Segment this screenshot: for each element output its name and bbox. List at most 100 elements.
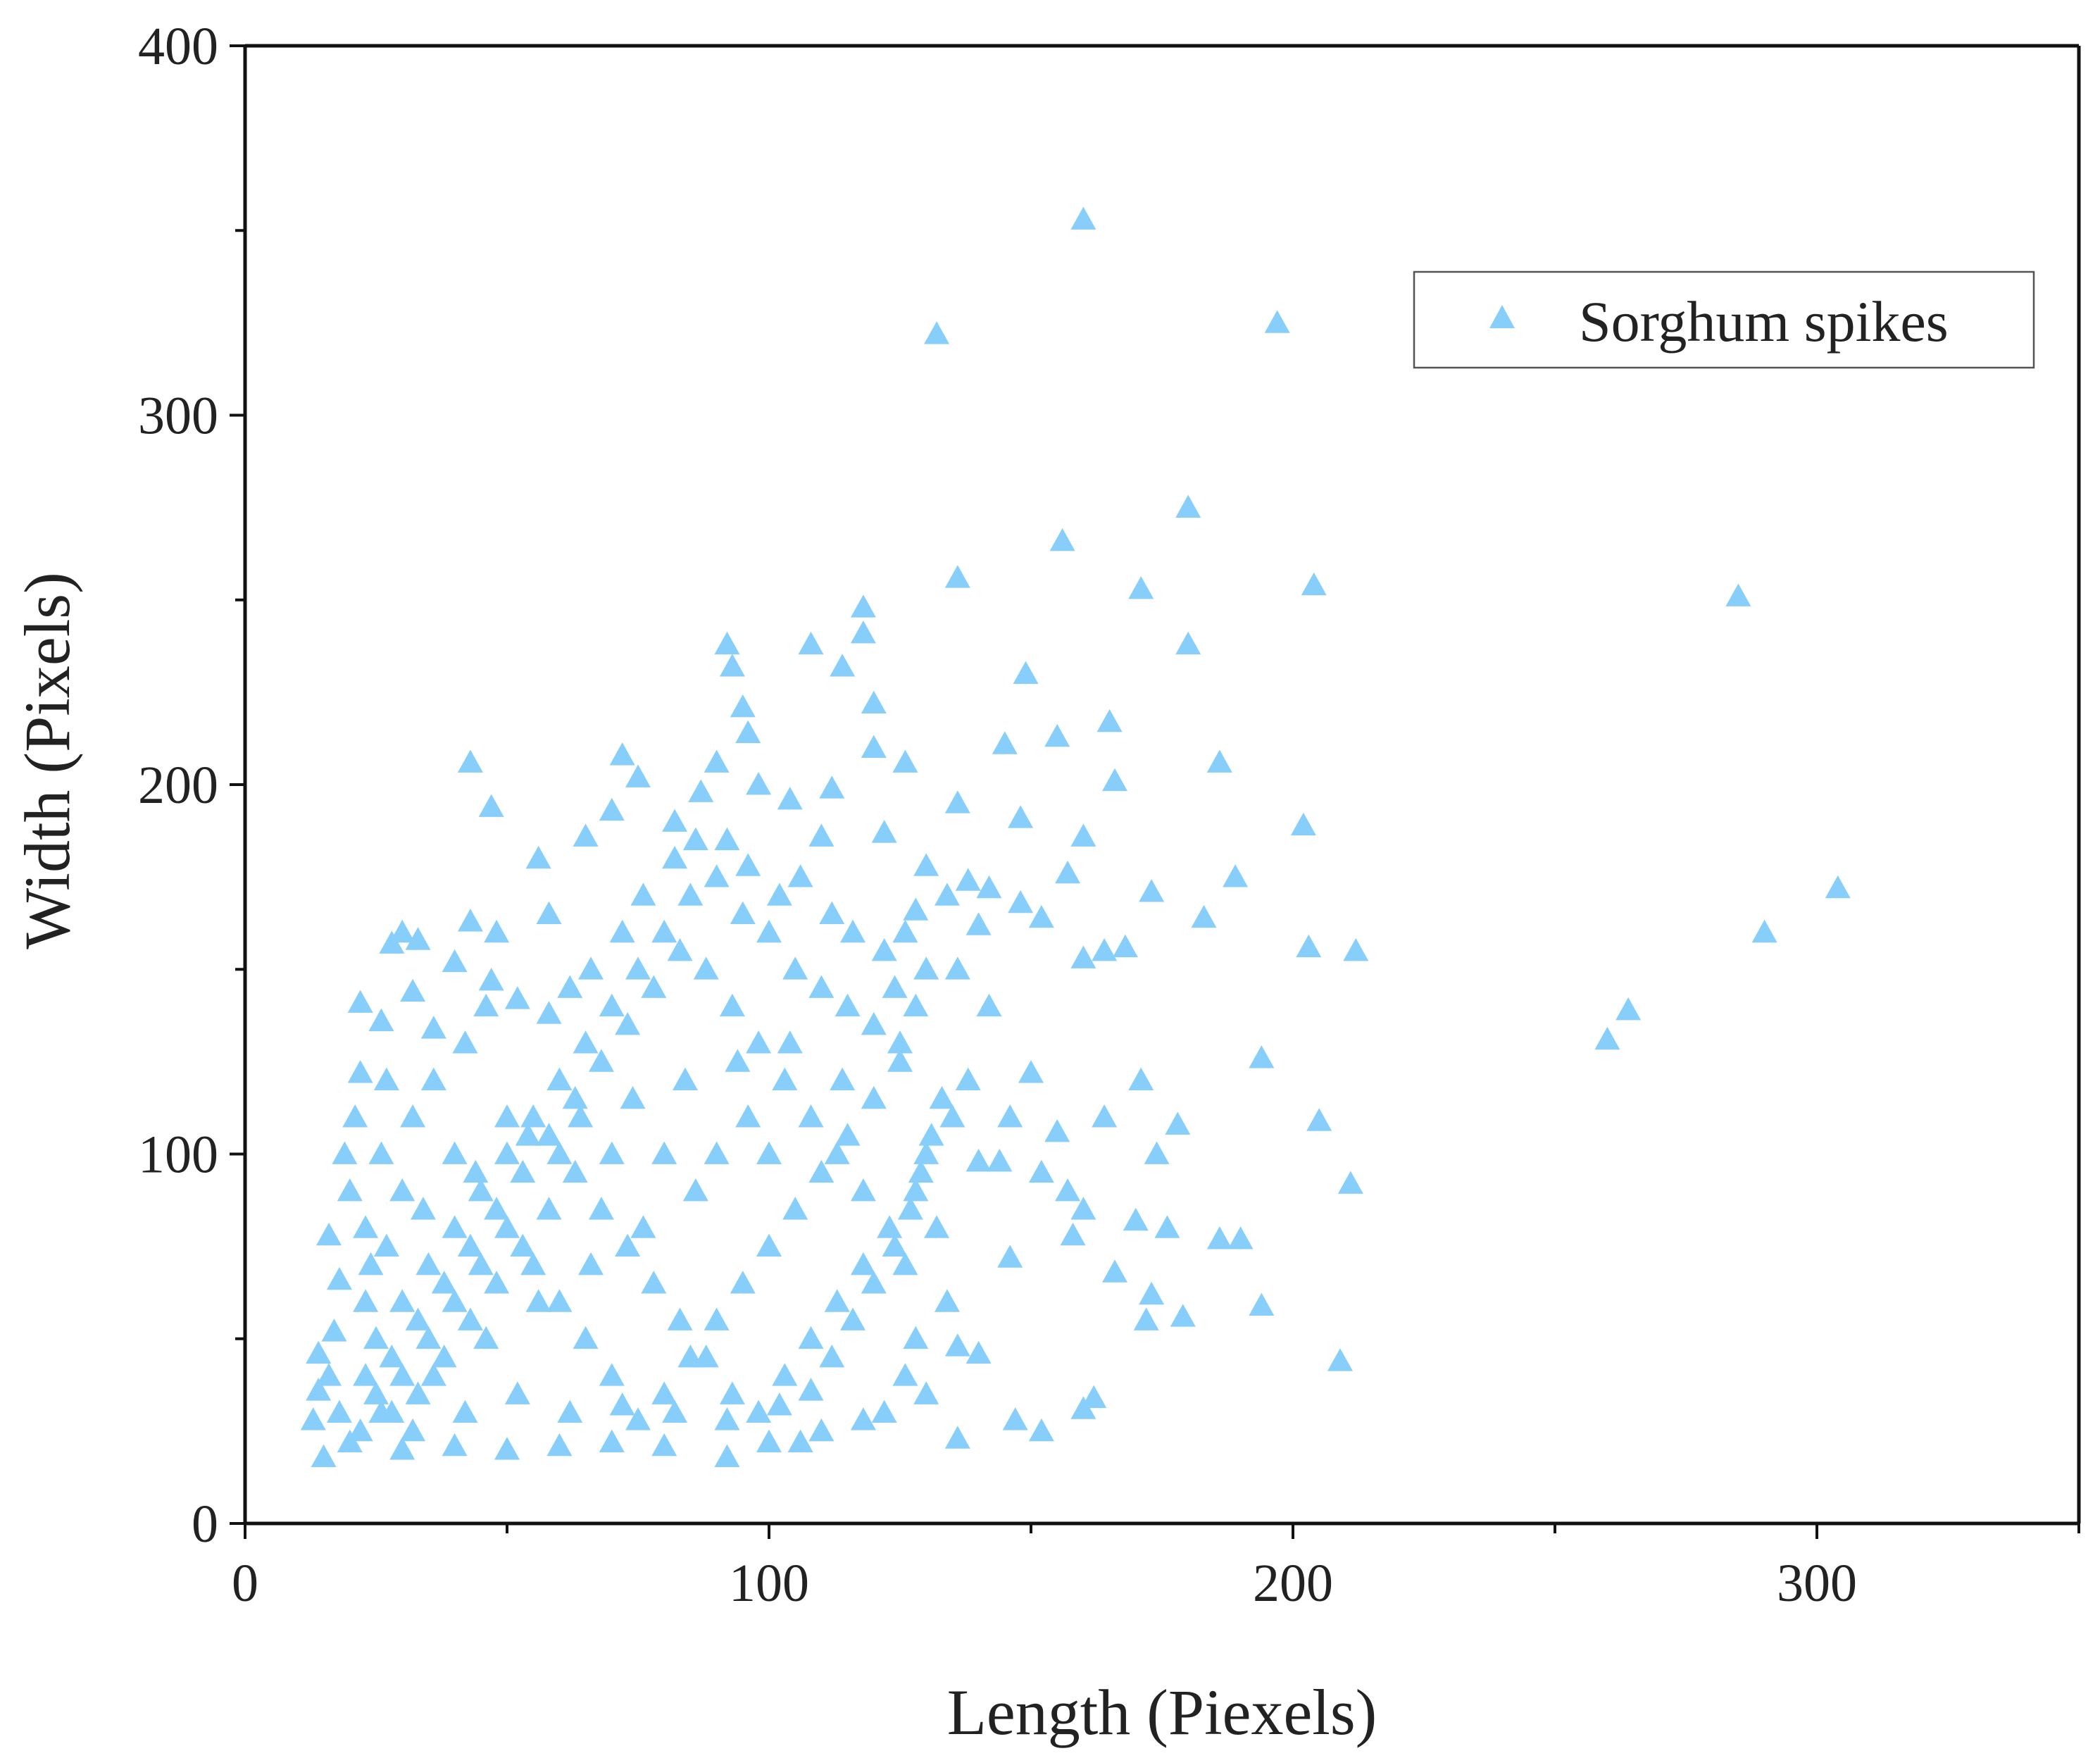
- data-point: [625, 1407, 651, 1430]
- data-point: [420, 1016, 446, 1039]
- data-point: [725, 1049, 751, 1072]
- data-point: [316, 1222, 342, 1246]
- data-point: [1128, 576, 1154, 599]
- data-point: [992, 731, 1018, 754]
- data-point: [400, 978, 426, 1002]
- data-point: [615, 1011, 641, 1035]
- data-point: [704, 864, 730, 887]
- data-point: [1102, 768, 1128, 792]
- data-point: [719, 654, 745, 677]
- data-point: [819, 901, 845, 924]
- data-point: [536, 901, 562, 924]
- data-point: [405, 1307, 431, 1330]
- data-point: [667, 1307, 693, 1330]
- data-point: [1008, 805, 1034, 828]
- data-point: [1343, 938, 1369, 961]
- data-point: [379, 930, 405, 954]
- legend-label: Sorghum spikes: [1579, 289, 1949, 354]
- data-point: [704, 749, 730, 773]
- data-point: [1296, 934, 1322, 958]
- data-point: [1070, 1396, 1096, 1419]
- data-point: [494, 1437, 520, 1460]
- data-point: [850, 1178, 876, 1202]
- data-point: [965, 1148, 992, 1172]
- data-point: [913, 853, 939, 876]
- data-point: [782, 1197, 808, 1220]
- data-point: [944, 956, 970, 980]
- data-point: [830, 654, 856, 677]
- data-point: [944, 790, 970, 813]
- data-point: [892, 749, 918, 773]
- data-point: [468, 1178, 494, 1202]
- data-point: [746, 1399, 772, 1423]
- data-point: [850, 594, 876, 618]
- data-point: [682, 827, 708, 851]
- data-point: [1092, 1104, 1118, 1128]
- data-point: [1290, 812, 1316, 836]
- data-point: [358, 1252, 384, 1276]
- y-tick-label: 100: [138, 1126, 218, 1185]
- data-point: [368, 1141, 394, 1164]
- data-point: [662, 809, 688, 832]
- data-point: [714, 1444, 740, 1467]
- data-point: [452, 1030, 478, 1054]
- data-point: [756, 1429, 782, 1453]
- data-point: [772, 1363, 798, 1386]
- data-point: [1070, 945, 1096, 968]
- data-point: [892, 1252, 918, 1276]
- data-point: [766, 1392, 792, 1416]
- ticks-layer: 0 100 200 300 0 100 200 300 400: [138, 17, 2080, 1613]
- data-point: [442, 1141, 468, 1164]
- y-tick-label: 0: [192, 1495, 218, 1554]
- data-point: [798, 1104, 824, 1128]
- data-point: [1112, 934, 1138, 958]
- data-point: [997, 1245, 1023, 1268]
- data-point: [735, 1104, 761, 1128]
- data-point: [756, 919, 782, 943]
- data-point: [688, 779, 714, 802]
- data-point: [672, 1067, 698, 1090]
- data-point: [431, 1344, 457, 1368]
- data-point: [599, 1429, 625, 1453]
- data-point: [609, 742, 635, 766]
- data-point: [1070, 823, 1096, 847]
- data-point: [777, 786, 803, 810]
- data-point: [1206, 749, 1232, 773]
- data-point: [405, 1381, 431, 1404]
- data-point: [373, 1067, 399, 1090]
- data-point: [918, 1123, 944, 1146]
- data-point: [557, 975, 583, 998]
- data-point: [1018, 1060, 1044, 1083]
- data-point: [735, 853, 761, 876]
- data-point: [578, 956, 604, 980]
- data-point: [557, 1399, 583, 1423]
- data-point: [808, 975, 835, 998]
- data-point: [1139, 1281, 1165, 1305]
- data-point: [1049, 528, 1075, 551]
- data-point: [861, 735, 887, 758]
- data-point: [840, 919, 866, 943]
- data-point: [944, 1333, 970, 1357]
- data-point: [850, 1407, 876, 1430]
- data-point: [908, 1159, 934, 1183]
- data-point: [599, 1363, 625, 1386]
- y-axis-title: Width (Pixels): [11, 572, 83, 949]
- data-point: [442, 1215, 468, 1238]
- data-point: [442, 1433, 468, 1457]
- data-point: [332, 1141, 358, 1164]
- data-point: [1060, 1222, 1086, 1246]
- data-point: [892, 1363, 918, 1386]
- data-point: [1070, 206, 1096, 230]
- data-point: [1327, 1348, 1353, 1371]
- data-point: [929, 1085, 955, 1109]
- data-point: [321, 1318, 347, 1342]
- data-point: [651, 1141, 677, 1164]
- data-point: [457, 909, 483, 932]
- data-point: [824, 1289, 850, 1312]
- data-point: [1070, 1197, 1096, 1220]
- data-point: [373, 1233, 399, 1257]
- data-point: [641, 1271, 667, 1294]
- x-tick-label: 200: [1253, 1554, 1333, 1613]
- data-point: [976, 875, 1002, 899]
- data-point: [484, 919, 510, 943]
